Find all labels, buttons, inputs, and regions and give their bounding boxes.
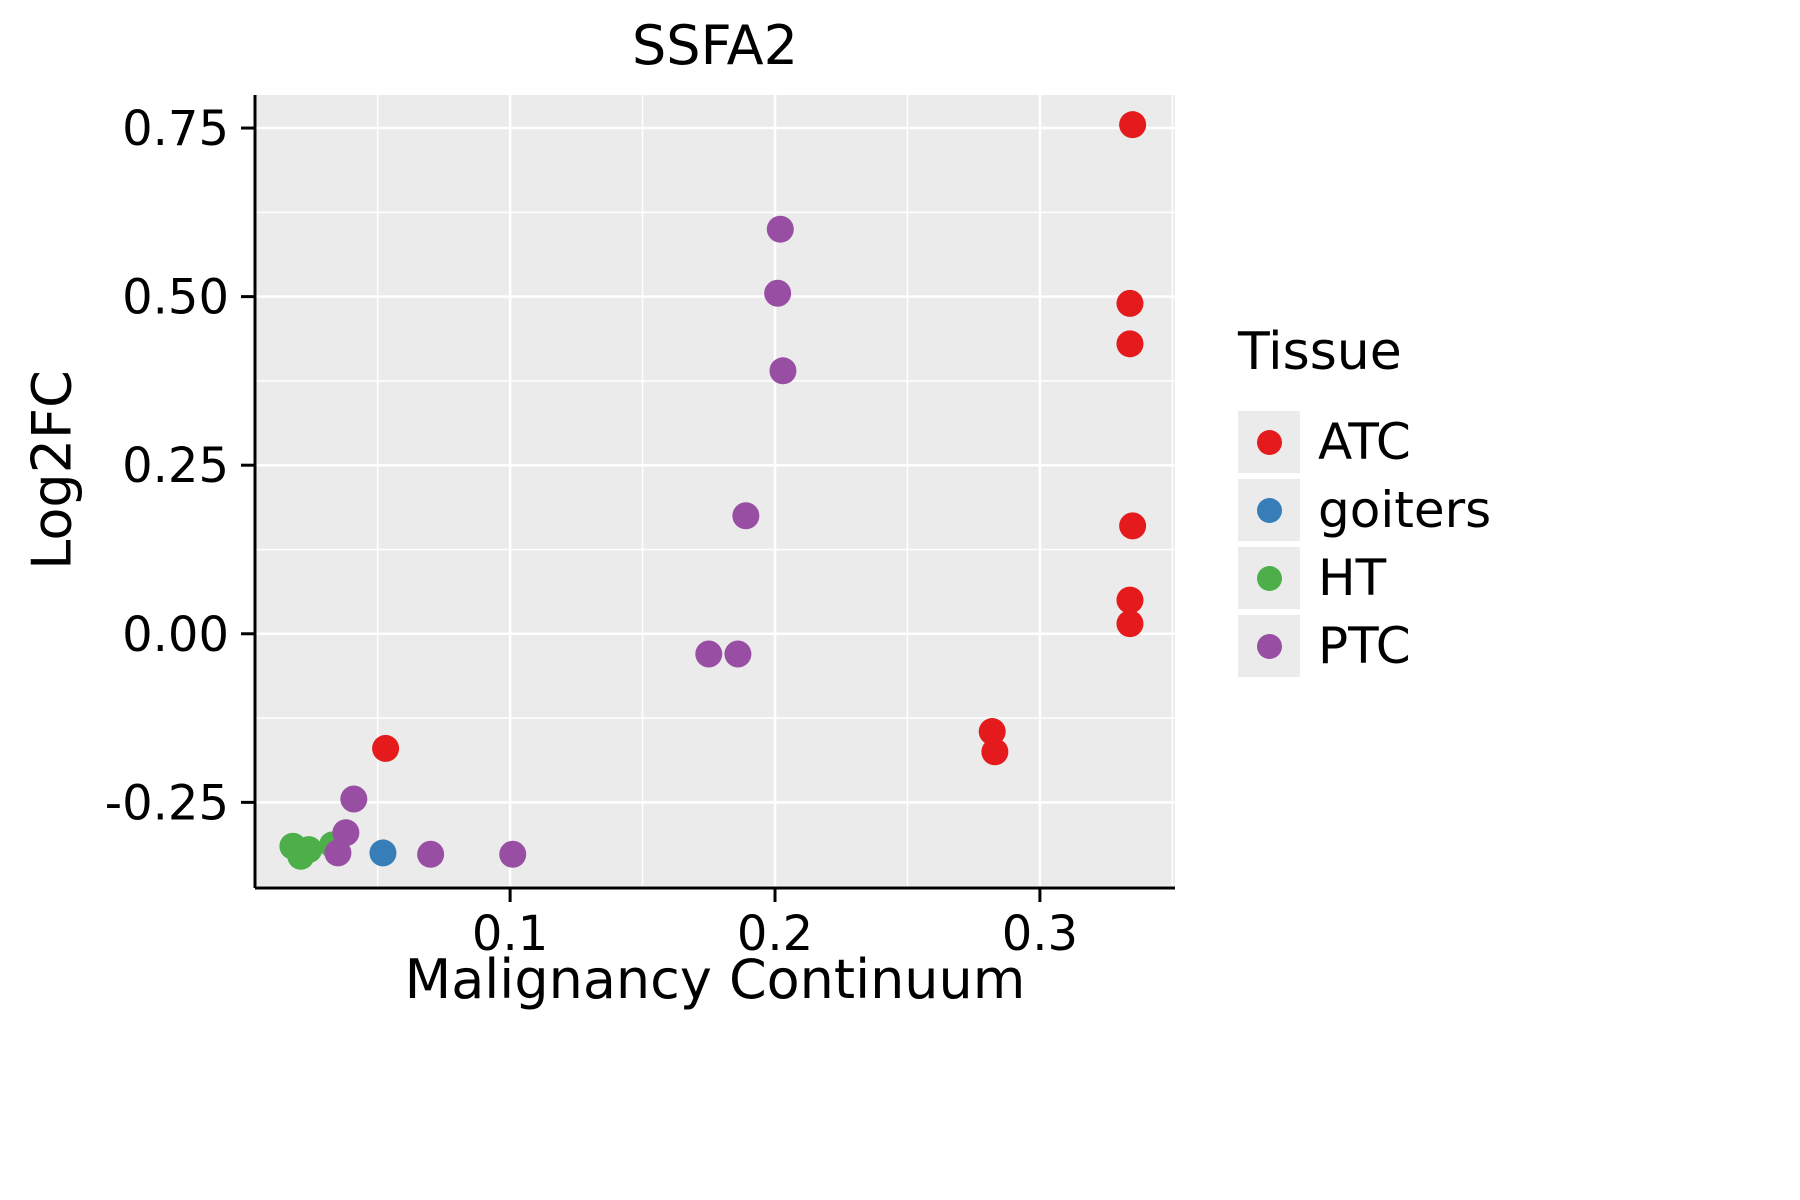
- legend-item-PTC: PTC: [1238, 612, 1491, 680]
- data-point-ATC: [1119, 512, 1147, 540]
- data-point-ATC: [1116, 586, 1144, 614]
- data-point-ATC: [1116, 330, 1144, 358]
- data-point-ATC: [981, 738, 1009, 766]
- x-tick-label: 0.1: [472, 906, 548, 962]
- data-point-PTC: [769, 357, 797, 385]
- legend-key: [1238, 479, 1300, 541]
- legend-item-label: ATC: [1318, 413, 1411, 471]
- legend-item-ATC: ATC: [1238, 408, 1491, 476]
- data-point-ATC: [1116, 610, 1144, 638]
- legend-items: ATC goiters HT PTC: [1238, 408, 1491, 680]
- data-point-PTC: [766, 215, 794, 243]
- data-point-PTC: [732, 502, 760, 530]
- legend-title: Tissue: [1238, 322, 1402, 382]
- x-axis-label: Malignancy Continuum: [404, 948, 1026, 1011]
- legend-item-goiters: goiters: [1238, 476, 1491, 544]
- data-point-PTC: [499, 840, 527, 868]
- data-point-ATC: [372, 734, 400, 762]
- data-point-ATC: [978, 718, 1006, 746]
- y-tick-label: 0.50: [122, 270, 229, 326]
- legend: Tissue ATC goiters HT PTC: [1238, 322, 1491, 680]
- panel-background: [255, 95, 1175, 888]
- legend-item-label: HT: [1318, 549, 1387, 607]
- data-point-PTC: [340, 785, 368, 813]
- data-point-PTC: [324, 839, 352, 867]
- y-tick-label: -0.25: [105, 775, 229, 831]
- data-point-PTC: [417, 840, 445, 868]
- legend-dot-icon: [1256, 429, 1282, 455]
- legend-item-label: PTC: [1318, 617, 1411, 675]
- legend-item-HT: HT: [1238, 544, 1491, 612]
- data-point-HT: [295, 836, 323, 864]
- y-tick-label: 0.00: [122, 607, 229, 663]
- data-point-ATC: [1119, 111, 1147, 139]
- data-point-ATC: [1116, 289, 1144, 317]
- legend-dot-icon: [1256, 497, 1282, 523]
- legend-key: [1238, 411, 1300, 473]
- legend-dot-icon: [1256, 565, 1282, 591]
- y-axis-label: Log2FC: [20, 370, 84, 570]
- legend-key: [1238, 615, 1300, 677]
- x-tick-label: 0.3: [1002, 906, 1078, 962]
- legend-item-label: goiters: [1318, 481, 1492, 539]
- x-tick-label: 0.2: [737, 906, 813, 962]
- data-point-PTC: [724, 640, 752, 668]
- y-tick-label: 0.75: [122, 101, 229, 157]
- data-point-PTC: [695, 640, 723, 668]
- chart-title: SSFA2: [632, 14, 798, 77]
- legend-dot-icon: [1256, 633, 1282, 659]
- legend-key: [1238, 547, 1300, 609]
- data-point-goiters: [369, 839, 397, 867]
- y-tick-label: 0.25: [122, 438, 229, 494]
- data-point-PTC: [764, 279, 792, 307]
- data-point-PTC: [332, 819, 360, 847]
